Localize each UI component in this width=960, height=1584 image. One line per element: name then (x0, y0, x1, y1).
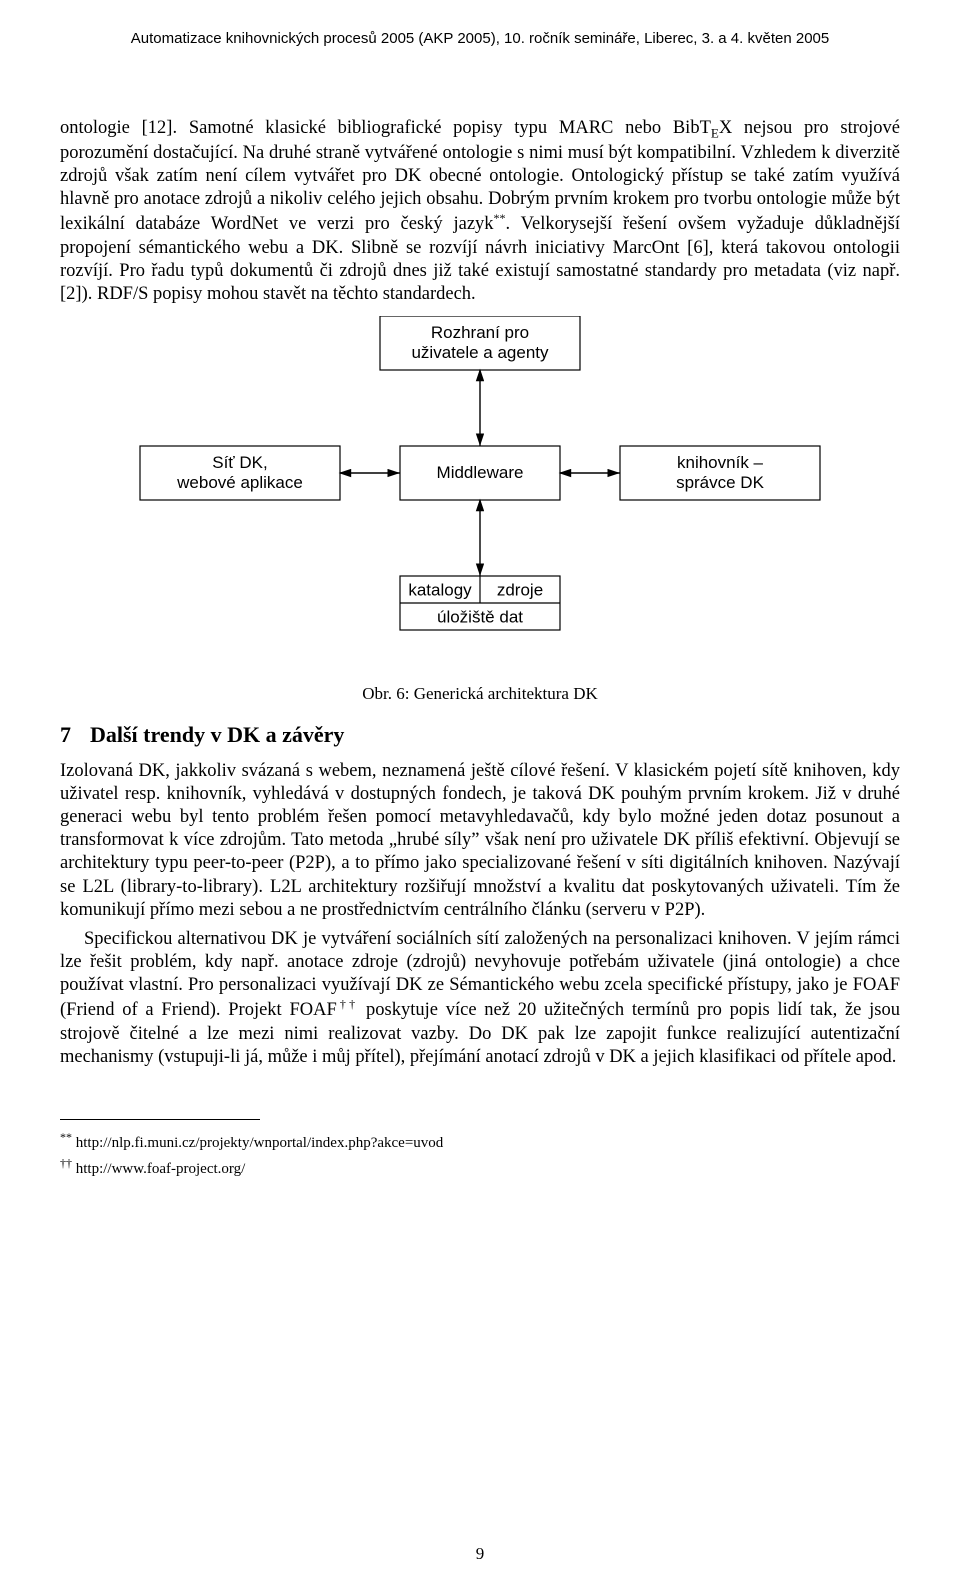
svg-text:Middleware: Middleware (437, 463, 524, 482)
footnote-2: †† http://www.foaf-project.org/ (60, 1154, 900, 1181)
p1-sup1: ** (494, 211, 506, 225)
architecture-diagram: Rozhraní prouživatele a agenty Síť DK,web… (120, 316, 840, 666)
running-header: Automatizace knihovnických procesů 2005 … (60, 30, 900, 47)
svg-text:webové aplikace: webové aplikace (176, 473, 303, 492)
svg-text:správce DK: správce DK (676, 473, 765, 492)
svg-text:Rozhraní pro: Rozhraní pro (431, 323, 529, 342)
p1-pre: ontologie [12]. Samotné klasické bibliog… (60, 118, 711, 138)
svg-text:katalogy: katalogy (408, 580, 472, 599)
footnote-1: ** http://nlp.fi.muni.cz/projekty/wnport… (60, 1128, 900, 1155)
p1-sub: E (711, 126, 719, 141)
section-title: Další trendy v DK a závěry (90, 722, 344, 747)
fn1-text: http://nlp.fi.muni.cz/projekty/wnportal/… (72, 1135, 443, 1151)
paragraph-2: Izolovaná DK, jakkoliv svázaná s webem, … (60, 760, 900, 922)
svg-text:zdroje: zdroje (497, 580, 543, 599)
fn1-mark: ** (60, 1130, 72, 1144)
p3-sup: †† (337, 997, 358, 1011)
fn2-text: http://www.foaf-project.org/ (72, 1161, 245, 1177)
paragraph-1: ontologie [12]. Samotné klasické bibliog… (60, 117, 900, 306)
svg-text:knihovník –: knihovník – (677, 453, 764, 472)
svg-text:uživatele a agenty: uživatele a agenty (411, 343, 549, 362)
svg-text:Síť DK,: Síť DK, (212, 453, 268, 472)
paragraph-3: Specifickou alternativou DK je vytváření… (60, 928, 900, 1069)
svg-text:úložiště dat: úložiště dat (437, 607, 523, 626)
figure-caption: Obr. 6: Generická architektura DK (60, 684, 900, 704)
footnote-separator (60, 1119, 260, 1120)
section-heading: 7Další trendy v DK a závěry (60, 722, 900, 748)
page-number: 9 (0, 1544, 960, 1564)
fn2-mark: †† (60, 1156, 72, 1170)
section-number: 7 (60, 722, 90, 748)
